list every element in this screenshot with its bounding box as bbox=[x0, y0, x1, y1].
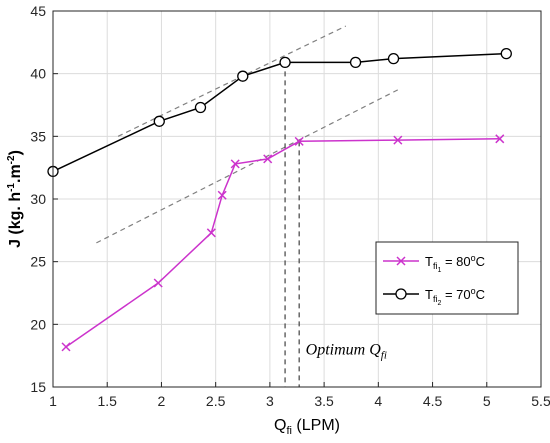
data-point-80 bbox=[153, 278, 163, 288]
trend-line bbox=[96, 88, 401, 244]
data-point-70 bbox=[153, 115, 165, 127]
x-tick-label: 3.5 bbox=[314, 393, 334, 409]
y-tick-labels: 15 20 25 30 35 40 45 bbox=[30, 3, 46, 395]
x-axis-label: Qfi (LPM) bbox=[274, 417, 340, 437]
data-point-80 bbox=[294, 136, 304, 146]
data-point-70 bbox=[194, 101, 207, 114]
series-line-70 bbox=[52, 52, 507, 173]
y-axis-label: J (kg. h-1.m-2) bbox=[6, 150, 24, 248]
grid bbox=[52, 10, 542, 388]
plot-frame bbox=[52, 10, 542, 388]
data-point-70 bbox=[500, 47, 512, 60]
x-tick-label: 3 bbox=[266, 393, 274, 409]
optimum-annotation: Optimum Qfi bbox=[306, 341, 387, 361]
data-point-80 bbox=[230, 159, 240, 169]
y-tick-label: 25 bbox=[30, 254, 46, 270]
y-tick-label: 45 bbox=[30, 3, 46, 19]
data-point-70 bbox=[387, 52, 400, 65]
x-tick-label: 2 bbox=[158, 393, 166, 409]
y-tick-label: 40 bbox=[30, 66, 46, 82]
y-tick-label: 15 bbox=[30, 379, 46, 395]
legend: Tfi1 = 80oC Tfi2 = 70oC bbox=[375, 241, 519, 315]
legend-marker-70 bbox=[395, 288, 407, 300]
legend-label-80: Tfi1 = 80oC bbox=[425, 253, 485, 274]
legend-label-70: Tfi2 = 70oC bbox=[425, 286, 485, 307]
data-point-80 bbox=[61, 342, 71, 352]
y-tick-label: 30 bbox=[30, 191, 46, 207]
data-point-70 bbox=[237, 70, 249, 82]
guide-lines bbox=[96, 25, 401, 387]
trend-line bbox=[117, 25, 347, 137]
data-point-80 bbox=[263, 154, 273, 164]
data-point-70 bbox=[349, 56, 362, 69]
data-point-80 bbox=[206, 228, 216, 238]
x-tick-label: 1 bbox=[49, 393, 57, 409]
x-tick-label: 4 bbox=[374, 393, 382, 409]
x-tick-label: 4.5 bbox=[423, 393, 443, 409]
x-tick-label: 5.5 bbox=[531, 393, 550, 409]
x-tick-label: 5 bbox=[483, 393, 491, 409]
legend-marker-80 bbox=[396, 256, 406, 266]
y-tick-label: 35 bbox=[30, 128, 46, 144]
data-point-70 bbox=[279, 56, 291, 69]
legend-box bbox=[375, 241, 519, 315]
x-tick-label: 1.5 bbox=[97, 393, 117, 409]
y-tick-label: 20 bbox=[30, 316, 46, 332]
data-point-80 bbox=[495, 134, 505, 144]
plot-series bbox=[47, 47, 512, 352]
data-point-80 bbox=[217, 190, 227, 200]
x-tick-labels: 1 1.5 2 2.5 3 3.5 4 4.5 5 5.5 bbox=[49, 393, 550, 409]
data-point-80 bbox=[393, 135, 403, 145]
x-tick-label: 2.5 bbox=[206, 393, 226, 409]
